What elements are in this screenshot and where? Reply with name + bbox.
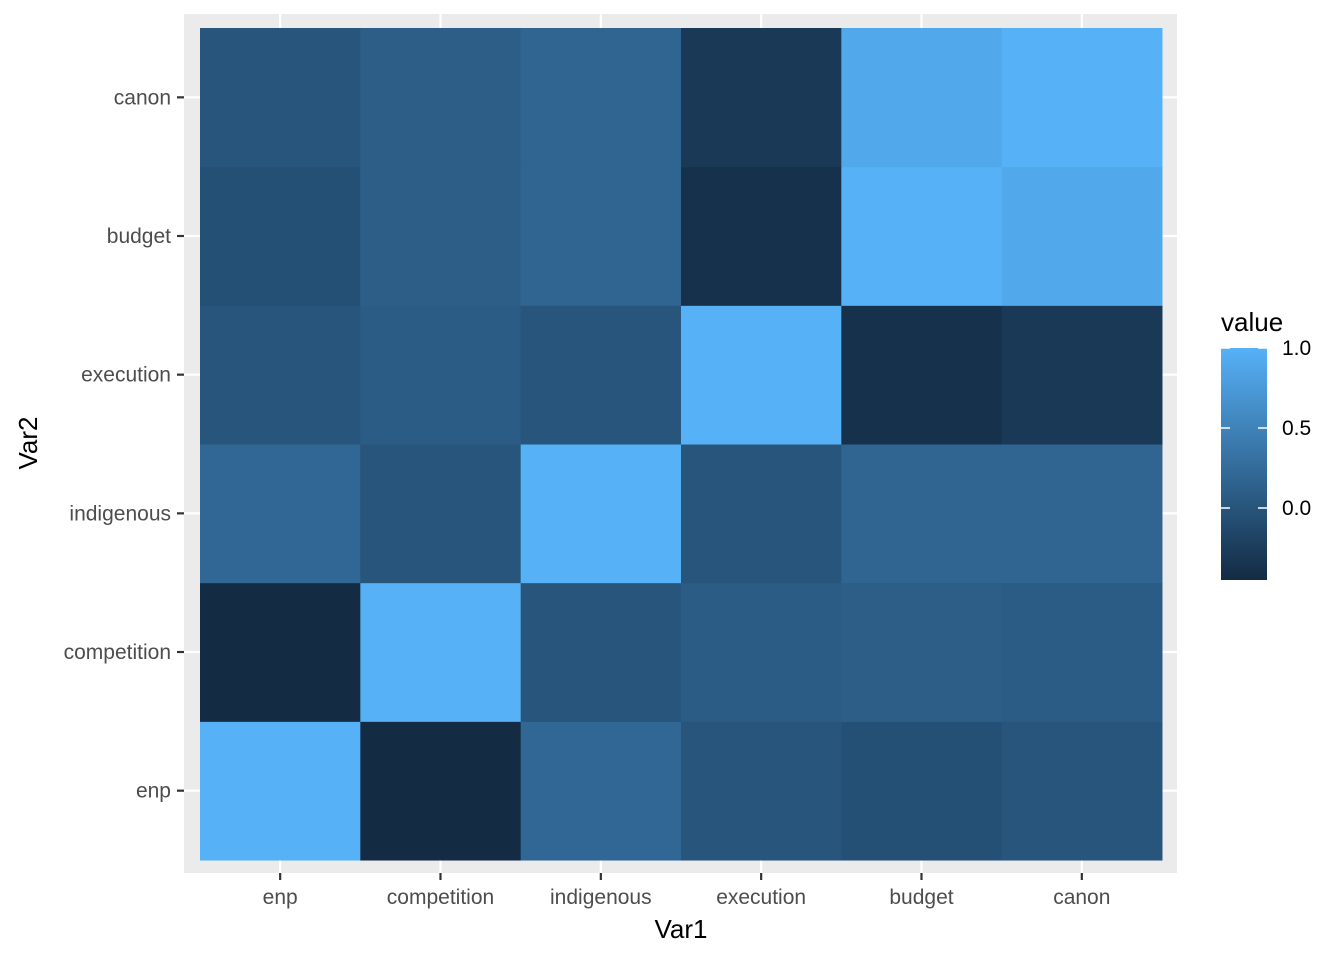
heatmap-cell-competition-budget <box>360 166 522 306</box>
heatmap-cell-budget-enp <box>841 721 1003 861</box>
heatmap-cell-canon-execution <box>1001 305 1163 445</box>
heatmap-cell-enp-competition <box>200 582 361 722</box>
heatmap-tiles <box>200 28 1163 861</box>
heatmap-cell-indigenous-indigenous <box>520 444 682 584</box>
legend: value 1.0 0.5 0.0 <box>1221 307 1311 580</box>
x-tick-label: enp <box>263 886 298 909</box>
heatmap-cell-indigenous-canon <box>520 28 682 168</box>
heatmap-cell-enp-execution <box>200 305 361 445</box>
y-tick-label: competition <box>64 641 171 664</box>
y-tick-label: indigenous <box>69 502 171 525</box>
y-axis: enp competition indigenous execution budget c… <box>64 86 184 803</box>
heatmap-cell-competition-enp <box>360 721 522 861</box>
heatmap-cell-canon-competition <box>1001 582 1163 722</box>
heatmap-cell-budget-execution <box>841 305 1003 445</box>
heatmap-cell-competition-execution <box>360 305 522 445</box>
heatmap-cell-indigenous-execution <box>520 305 682 445</box>
heatmap-cell-execution-competition <box>680 582 842 722</box>
y-tick-label: budget <box>107 225 171 248</box>
heatmap-cell-execution-budget <box>680 166 842 306</box>
y-axis-title: Var2 <box>13 417 43 470</box>
legend-label: 0.0 <box>1282 497 1311 520</box>
heatmap-cell-execution-execution <box>680 305 842 445</box>
heatmap-cell-budget-indigenous <box>841 444 1003 584</box>
heatmap-cell-budget-competition <box>841 582 1003 722</box>
heatmap-cell-enp-canon <box>200 28 361 168</box>
heatmap-cell-competition-competition <box>360 582 522 722</box>
heatmap-cell-enp-indigenous <box>200 444 361 584</box>
heatmap-cell-budget-budget <box>841 166 1003 306</box>
x-tick-label: canon <box>1053 886 1110 909</box>
heatmap-cell-competition-indigenous <box>360 444 522 584</box>
legend-label: 1.0 <box>1282 337 1311 360</box>
heatmap-cell-budget-canon <box>841 28 1003 168</box>
heatmap-cell-competition-canon <box>360 28 522 168</box>
x-tick-label: execution <box>716 886 806 909</box>
x-tick-label: indigenous <box>550 886 652 909</box>
heatmap-cell-execution-enp <box>680 721 842 861</box>
y-tick-label: execution <box>81 364 171 387</box>
heatmap-cell-enp-budget <box>200 166 361 306</box>
heatmap-cell-canon-indigenous <box>1001 444 1163 584</box>
heatmap-cell-enp-enp <box>200 721 361 861</box>
x-tick-label: competition <box>387 886 494 909</box>
heatmap-cell-execution-canon <box>680 28 842 168</box>
heatmap-cell-indigenous-enp <box>520 721 682 861</box>
legend-colorbar <box>1221 348 1267 580</box>
heatmap-cell-canon-canon <box>1001 28 1163 168</box>
x-axis: enp competition indigenous execution budget c… <box>263 873 1110 909</box>
legend-title: value <box>1221 307 1283 337</box>
y-tick-label: canon <box>114 86 171 109</box>
x-tick-label: budget <box>889 886 953 909</box>
legend-label: 0.5 <box>1282 417 1311 440</box>
heatmap-cell-execution-indigenous <box>680 444 842 584</box>
heatmap-cell-indigenous-competition <box>520 582 682 722</box>
legend-ticks: 1.0 0.5 0.0 <box>1221 337 1311 520</box>
heatmap-cell-indigenous-budget <box>520 166 682 306</box>
y-tick-label: enp <box>136 780 171 803</box>
x-axis-title: Var1 <box>655 914 708 944</box>
heatmap-cell-canon-enp <box>1001 721 1163 861</box>
heatmap-cell-canon-budget <box>1001 166 1163 306</box>
